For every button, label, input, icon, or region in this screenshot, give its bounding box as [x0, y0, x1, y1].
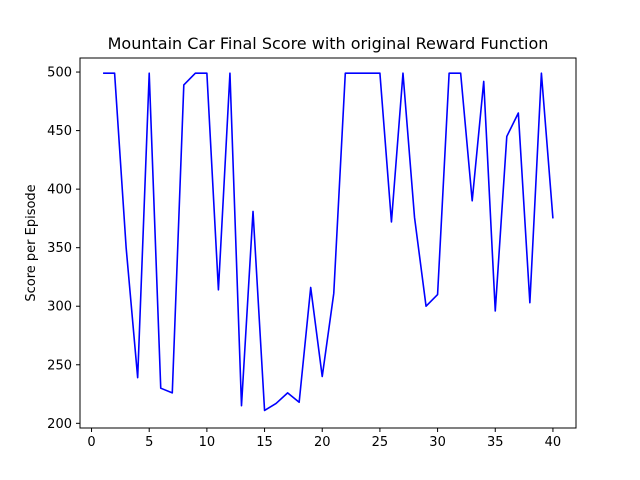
x-tick-label: 30 [429, 435, 446, 450]
x-tick-label: 35 [487, 435, 504, 450]
x-tick-label: 20 [314, 435, 331, 450]
y-axis-label: Score per Episode [24, 184, 39, 301]
x-tick-label: 0 [87, 435, 95, 450]
y-tick-label: 250 [47, 358, 72, 373]
x-tick-label: 5 [145, 435, 153, 450]
x-tick-label: 40 [545, 435, 562, 450]
plot-frame [79, 57, 577, 429]
score-series-line [103, 72, 554, 412]
y-tick-label: 350 [47, 241, 72, 256]
y-tick-label: 300 [47, 300, 72, 315]
x-tick-label: 10 [199, 435, 216, 450]
y-tick-label: 200 [47, 417, 72, 432]
chart-title: Mountain Car Final Score with original R… [108, 34, 549, 53]
x-tick-label: 25 [372, 435, 389, 450]
y-tick-label: 450 [47, 124, 72, 139]
y-tick-label: 500 [47, 66, 72, 81]
y-tick-label: 400 [47, 183, 72, 198]
x-tick-label: 15 [256, 435, 273, 450]
plot-area: 0 5 10 15 20 25 30 35 40 200 250 300 350 400 450 500 [47, 66, 561, 450]
